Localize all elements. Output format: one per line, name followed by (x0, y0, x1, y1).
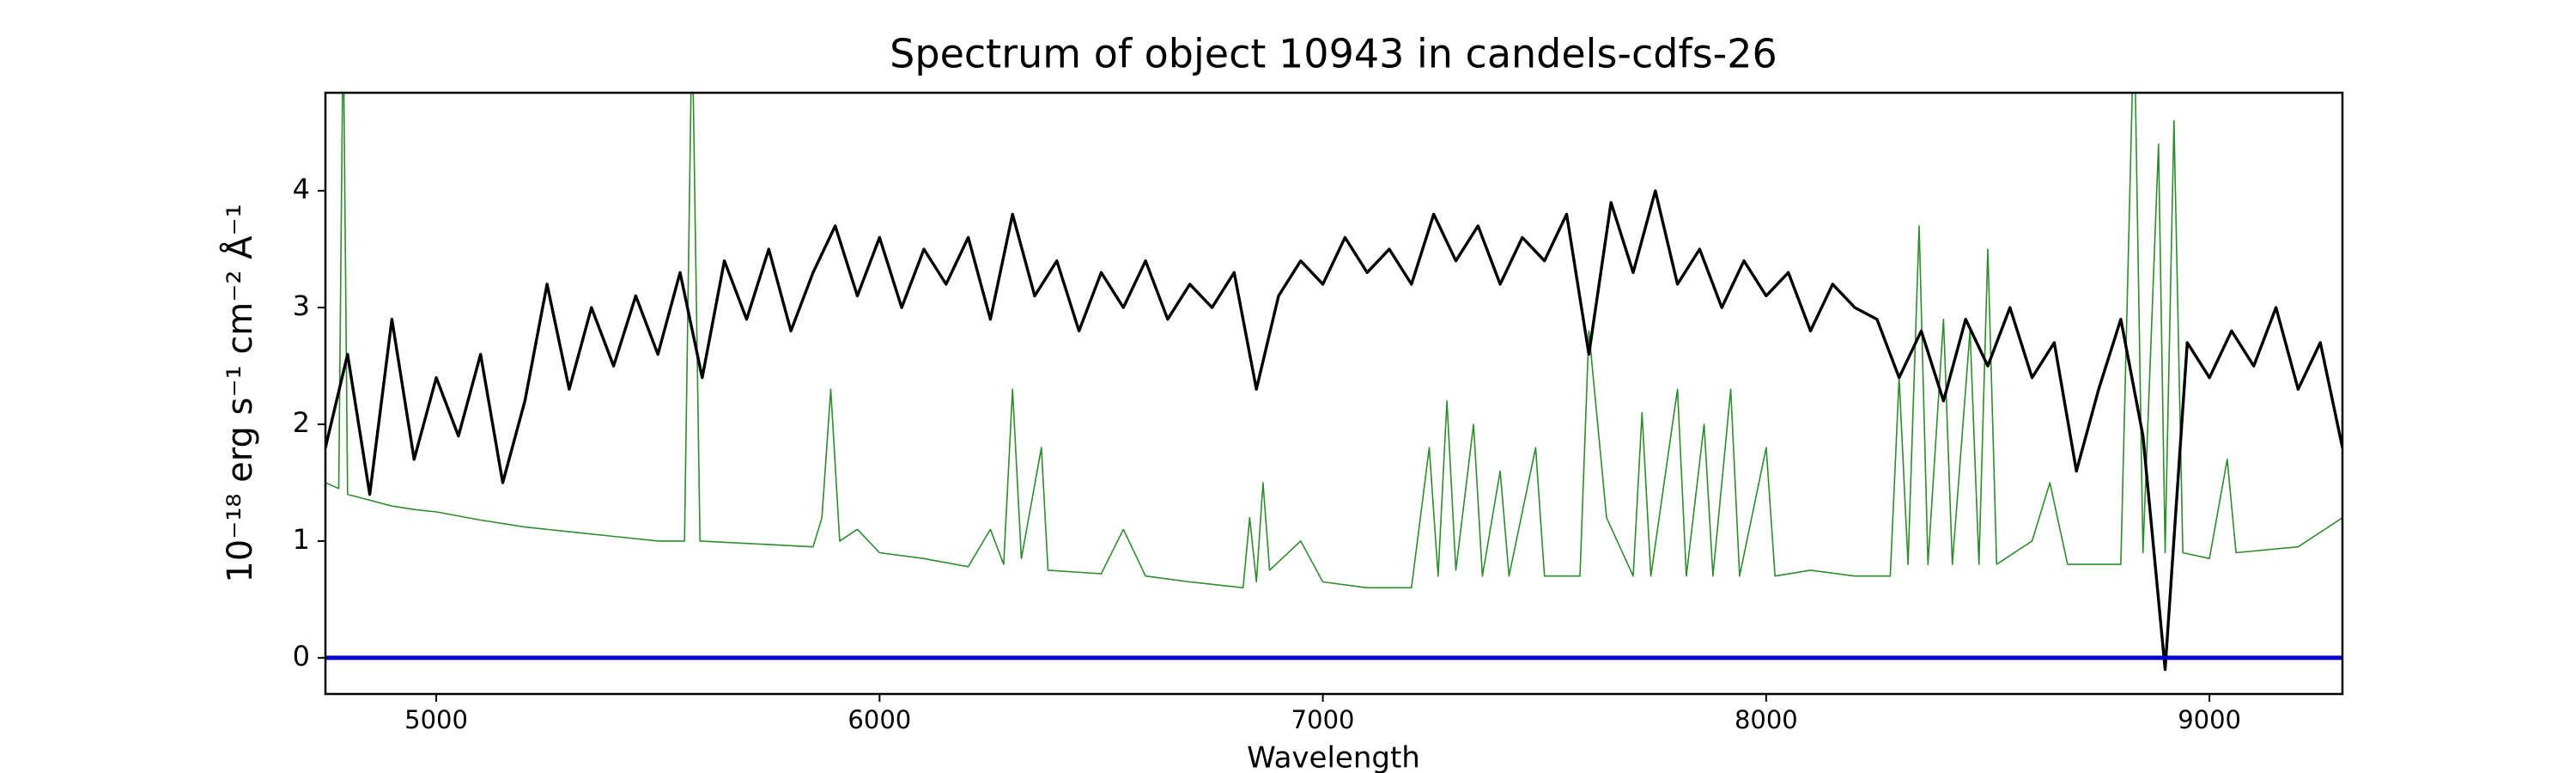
y-tick-label: 3 (293, 289, 310, 322)
x-tick-label: 7000 (1291, 705, 1355, 734)
x-tick-label: 9000 (2178, 705, 2241, 734)
y-tick-label: 4 (293, 173, 310, 205)
x-axis-label: Wavelength (1247, 741, 1420, 773)
x-tick-label: 8000 (1735, 705, 1798, 734)
y-tick-label: 1 (293, 523, 310, 556)
spectrum-line (325, 189, 2342, 672)
y-tick-label: 0 (293, 640, 310, 673)
x-tick-label: 5000 (404, 705, 468, 734)
plot-frame (324, 91, 2344, 696)
y-axis-label: 10⁻¹⁸ erg s⁻¹ cm⁻² Å⁻¹ (219, 204, 260, 582)
spectrum-line (325, 93, 2342, 589)
plot-area (325, 93, 2342, 672)
x-tick-label: 6000 (848, 705, 911, 734)
y-tick-label: 2 (293, 406, 310, 439)
chart-title: Spectrum of object 10943 in candels-cdfs… (890, 31, 1777, 77)
